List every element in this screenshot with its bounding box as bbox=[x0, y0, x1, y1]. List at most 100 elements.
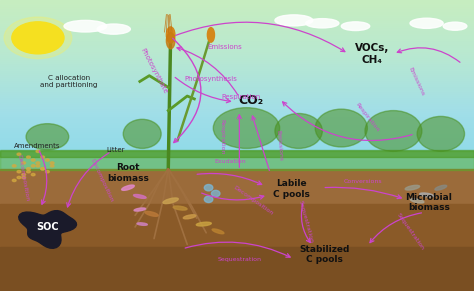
Bar bbox=[0, 154, 474, 156]
Text: Sequestration: Sequestration bbox=[218, 257, 261, 262]
Text: Emissions: Emissions bbox=[276, 130, 283, 161]
Text: SOC: SOC bbox=[36, 222, 59, 232]
Bar bbox=[0, 59, 474, 61]
Ellipse shape bbox=[166, 27, 175, 43]
Ellipse shape bbox=[211, 190, 220, 197]
Circle shape bbox=[36, 150, 40, 152]
Bar bbox=[0, 27, 474, 30]
Bar bbox=[0, 86, 474, 88]
Bar bbox=[0, 78, 474, 80]
Circle shape bbox=[27, 156, 30, 158]
Circle shape bbox=[36, 165, 40, 167]
Ellipse shape bbox=[275, 15, 313, 26]
Bar bbox=[0, 141, 474, 143]
Bar bbox=[0, 150, 474, 157]
Bar bbox=[0, 38, 474, 40]
Bar bbox=[0, 110, 474, 112]
Ellipse shape bbox=[410, 198, 424, 203]
Bar bbox=[0, 55, 474, 57]
Bar bbox=[0, 116, 474, 118]
Text: CO₂: CO₂ bbox=[238, 94, 264, 107]
Bar bbox=[0, 29, 474, 32]
Ellipse shape bbox=[365, 111, 422, 151]
Bar bbox=[0, 135, 474, 137]
Bar bbox=[0, 57, 474, 59]
Circle shape bbox=[27, 171, 30, 173]
Ellipse shape bbox=[207, 28, 214, 42]
Circle shape bbox=[17, 171, 21, 173]
Bar bbox=[0, 167, 474, 169]
Circle shape bbox=[46, 159, 49, 161]
Bar bbox=[0, 88, 474, 91]
Bar bbox=[0, 125, 474, 127]
Ellipse shape bbox=[212, 229, 224, 234]
Text: Exudation: Exudation bbox=[214, 159, 246, 164]
Bar bbox=[0, 99, 474, 101]
Circle shape bbox=[17, 153, 21, 155]
Circle shape bbox=[36, 162, 40, 164]
Bar bbox=[0, 4, 474, 6]
Bar bbox=[0, 108, 474, 110]
Bar bbox=[0, 122, 474, 125]
Bar bbox=[0, 74, 474, 76]
Bar bbox=[0, 44, 474, 46]
Bar bbox=[0, 95, 474, 97]
Circle shape bbox=[17, 176, 21, 179]
Bar bbox=[0, 25, 474, 27]
Circle shape bbox=[41, 168, 45, 170]
Bar bbox=[0, 151, 474, 170]
Bar bbox=[0, 160, 474, 162]
Text: Sequestration: Sequestration bbox=[395, 212, 425, 251]
Text: VOCs,
CH₄: VOCs, CH₄ bbox=[355, 43, 389, 65]
Bar bbox=[0, 158, 474, 160]
Ellipse shape bbox=[213, 108, 280, 148]
Ellipse shape bbox=[443, 22, 467, 30]
Bar bbox=[0, 10, 474, 13]
Bar bbox=[0, 19, 474, 21]
Ellipse shape bbox=[417, 116, 465, 151]
Text: Decomposition: Decomposition bbox=[90, 158, 114, 203]
Circle shape bbox=[22, 162, 26, 164]
Bar bbox=[0, 49, 474, 51]
Bar bbox=[0, 114, 474, 116]
Text: Respiration: Respiration bbox=[355, 102, 380, 133]
Bar bbox=[0, 143, 474, 146]
Text: C allocation
and partitioning: C allocation and partitioning bbox=[40, 75, 98, 88]
Circle shape bbox=[31, 165, 35, 167]
Text: Stabilized
C pools: Stabilized C pools bbox=[300, 245, 350, 264]
Bar bbox=[0, 93, 474, 95]
Text: Emissions: Emissions bbox=[208, 44, 243, 49]
Bar bbox=[0, 6, 474, 8]
Ellipse shape bbox=[134, 194, 146, 198]
Circle shape bbox=[22, 176, 26, 179]
Ellipse shape bbox=[183, 215, 196, 219]
Text: Photosynthesis: Photosynthesis bbox=[184, 76, 237, 81]
Circle shape bbox=[12, 165, 16, 167]
Text: Conversions: Conversions bbox=[344, 179, 383, 184]
Bar bbox=[0, 76, 474, 78]
Bar bbox=[0, 21, 474, 23]
Circle shape bbox=[46, 171, 49, 173]
Ellipse shape bbox=[275, 113, 322, 148]
Bar bbox=[0, 53, 474, 55]
Ellipse shape bbox=[134, 208, 146, 211]
Bar bbox=[0, 70, 474, 72]
Bar bbox=[0, 148, 474, 150]
Bar bbox=[0, 91, 474, 93]
Bar bbox=[0, 152, 474, 154]
Ellipse shape bbox=[204, 196, 213, 203]
Ellipse shape bbox=[405, 185, 419, 190]
Bar bbox=[0, 72, 474, 74]
Bar bbox=[0, 84, 474, 86]
Bar bbox=[0, 51, 474, 53]
Bar bbox=[0, 103, 474, 106]
Ellipse shape bbox=[123, 119, 161, 148]
Bar bbox=[0, 118, 474, 120]
Bar bbox=[0, 150, 474, 152]
Circle shape bbox=[12, 179, 16, 182]
Bar bbox=[0, 80, 474, 82]
Bar bbox=[0, 63, 474, 65]
Text: Decomposition: Decomposition bbox=[16, 154, 29, 201]
Circle shape bbox=[12, 22, 64, 54]
Bar bbox=[0, 42, 474, 44]
